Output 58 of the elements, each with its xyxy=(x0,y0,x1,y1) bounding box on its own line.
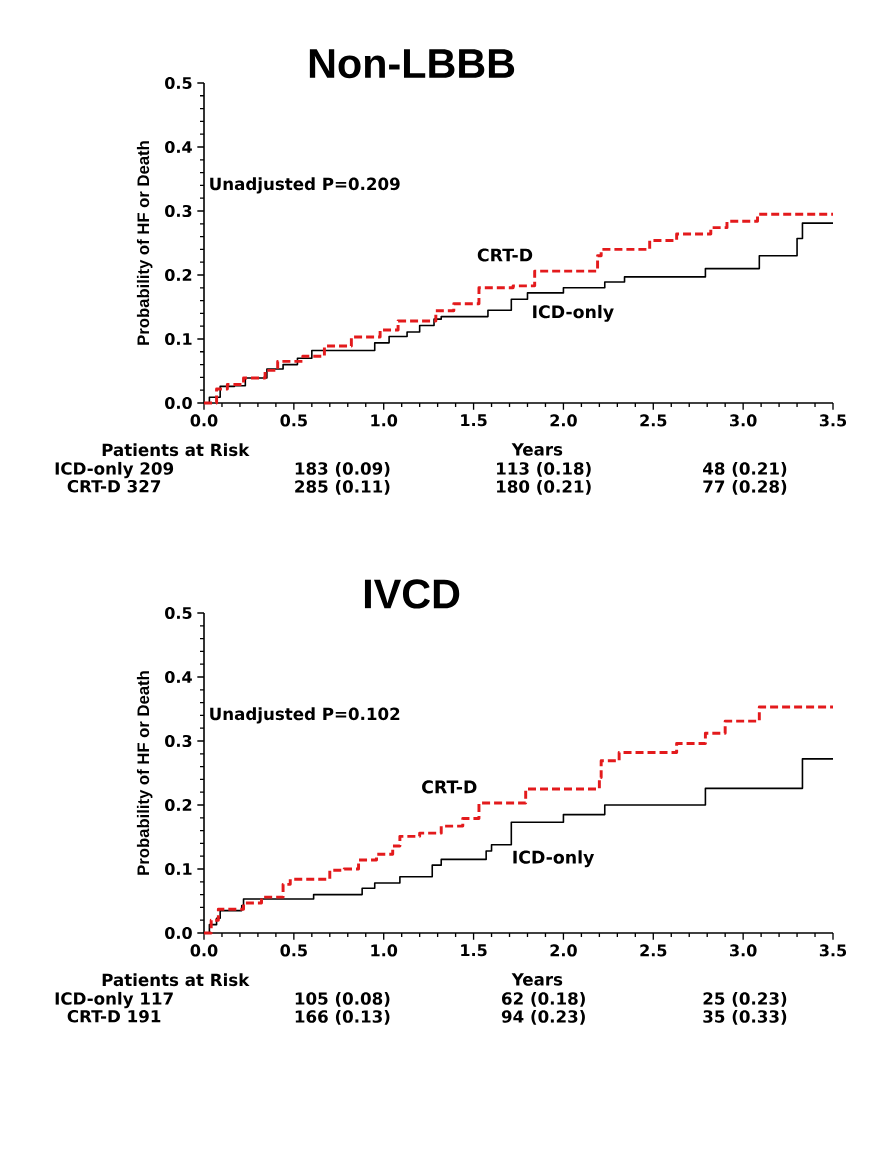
x-tick-label: 1.0 xyxy=(371,944,398,957)
text: 25 (0.23) xyxy=(703,991,787,1007)
annotation: Unadjusted P=0.209 xyxy=(210,177,400,194)
y-tick-label: 0.5 xyxy=(165,76,192,90)
x-tick-label: 3.5 xyxy=(819,414,847,427)
text: 77 (0.28) xyxy=(703,479,787,495)
series-label: ICD-only xyxy=(513,850,595,868)
x-axis-title: Years xyxy=(511,973,563,986)
x-tick-label: 1.5 xyxy=(461,414,487,427)
text: CRT-D 191 xyxy=(67,1009,161,1023)
text: ICD-only 209 xyxy=(55,461,174,479)
x-axis-title: Years xyxy=(511,443,563,456)
y-tick-label: 0.2 xyxy=(165,268,192,282)
text: Patients at Risk xyxy=(102,443,250,457)
text: 180 (0.21) xyxy=(497,479,591,495)
x-tick-label: 2.5 xyxy=(640,414,667,427)
x-tick-label: 1.5 xyxy=(461,944,487,957)
text: CRT-D 327 xyxy=(67,479,161,493)
series-label: CRT-D xyxy=(422,780,477,794)
x-tick-label: 1.0 xyxy=(371,414,398,427)
y-tick-label: 0.1 xyxy=(165,862,192,876)
y-tick-label: 0.2 xyxy=(165,798,192,812)
y-tick-label: 0.4 xyxy=(165,140,192,154)
y-tick-label: 0.3 xyxy=(165,734,192,748)
text: Patients at Risk xyxy=(102,973,250,987)
x-tick-label: 2.0 xyxy=(550,944,577,957)
y-tick-label: 0.1 xyxy=(165,332,192,346)
annotation: Unadjusted P=0.102 xyxy=(210,707,400,724)
x-tick-label: 0.5 xyxy=(280,944,307,957)
x-tick-label: 2.5 xyxy=(640,944,667,957)
y-tick-label: 0.3 xyxy=(165,204,192,218)
text: 35 (0.33) xyxy=(703,1009,787,1025)
series-label: CRT-D xyxy=(477,248,533,262)
x-tick-label: 2.0 xyxy=(550,414,577,427)
y-axis-title: Probability of HF or Death xyxy=(136,671,153,875)
x-tick-label: 0.5 xyxy=(280,414,307,427)
text: ICD-only 117 xyxy=(55,991,173,1009)
y-tick-label: 0.4 xyxy=(165,670,192,684)
text: 105 (0.08) xyxy=(295,991,390,1007)
x-tick-label: 3.0 xyxy=(730,944,757,957)
y-tick-label: 0.5 xyxy=(165,606,192,620)
text: 62 (0.18) xyxy=(502,991,585,1007)
x-tick-label: 0.0 xyxy=(190,944,218,957)
x-tick-label: 3.0 xyxy=(730,414,757,427)
x-tick-label: 3.5 xyxy=(819,944,847,957)
text: 113 (0.18) xyxy=(497,461,591,477)
chart-title: IVCD xyxy=(364,579,460,609)
text: 285 (0.11) xyxy=(295,479,390,495)
y-tick-label: 0.0 xyxy=(165,926,192,940)
text: 94 (0.23) xyxy=(501,1009,585,1025)
text: 166 (0.13) xyxy=(295,1009,390,1025)
y-tick-label: 0.0 xyxy=(165,396,192,410)
x-tick-label: 0.0 xyxy=(190,414,218,427)
y-axis-title: Probability of HF or Death xyxy=(136,141,153,345)
chart-title: Non-LBBB xyxy=(309,49,515,79)
series-label: ICD-only xyxy=(533,304,614,322)
text: 183 (0.09) xyxy=(295,461,390,477)
text: 48 (0.21) xyxy=(703,461,787,477)
